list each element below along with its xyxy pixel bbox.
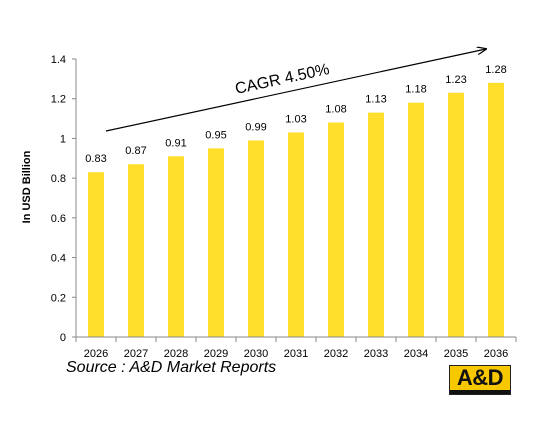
bar-value-label: 1.13 [365,94,386,106]
bar [128,164,144,337]
company-logo: A&D [449,365,511,395]
x-tick-label: 2030 [244,348,268,360]
x-tick-label: 2026 [84,348,108,360]
y-tick-label: 1 [60,133,66,145]
x-tick-label: 2029 [204,348,228,360]
source-note: Source : A&D Market Reports [66,359,277,376]
bar [488,82,504,337]
x-tick-label: 2031 [284,348,308,360]
bar [168,156,184,337]
x-tick-label: 2028 [164,348,188,360]
bar-value-label: 1.18 [405,84,426,96]
x-tick-label: 2027 [124,348,148,360]
y-tick-label: 0.6 [51,213,66,225]
bar-value-label: 1.28 [485,64,506,76]
bar [448,92,464,337]
y-tick-label: 0.8 [51,173,66,185]
cagr-arrow [105,49,486,132]
bar-value-label: 0.91 [165,137,186,149]
bar-value-label: 1.23 [445,74,466,86]
bar [408,102,424,337]
y-tick-label: 0.2 [51,292,66,304]
y-tick-label: 1.2 [51,94,66,106]
x-tick-label: 2036 [484,348,508,360]
logo-text: A&D [456,365,504,390]
x-tick-label: 2035 [444,348,468,360]
bar [208,148,224,337]
logo-band [450,390,510,394]
bars: 0.83 0.87 0.91 0.95 0.99 1.03 1.08 1.13 1.18 1.23… [85,64,507,337]
axes: 2026 2027 2028 2029 2030 2031 2032 2033 2034 2035… [51,54,517,360]
y-tick-label: 0 [60,332,66,344]
bar-value-label: 1.03 [285,113,306,125]
bar [288,132,304,337]
y-axis-title: In USD Billion [21,150,33,223]
bar [368,112,384,337]
bar-value-label: 1.08 [325,104,346,116]
bar-value-label: 0.87 [125,145,146,157]
bar [248,140,264,337]
x-tick-label: 2032 [324,348,348,360]
y-tick-label: 1.4 [51,54,66,66]
x-tick-label: 2033 [364,348,388,360]
y-tick-label: 0.4 [51,253,66,265]
bar-value-label: 0.99 [245,121,266,133]
bar [328,122,344,337]
bar-value-label: 0.83 [85,153,106,165]
bar [88,172,104,337]
bar-value-label: 0.95 [205,129,226,141]
x-tick-label: 2034 [404,348,428,360]
